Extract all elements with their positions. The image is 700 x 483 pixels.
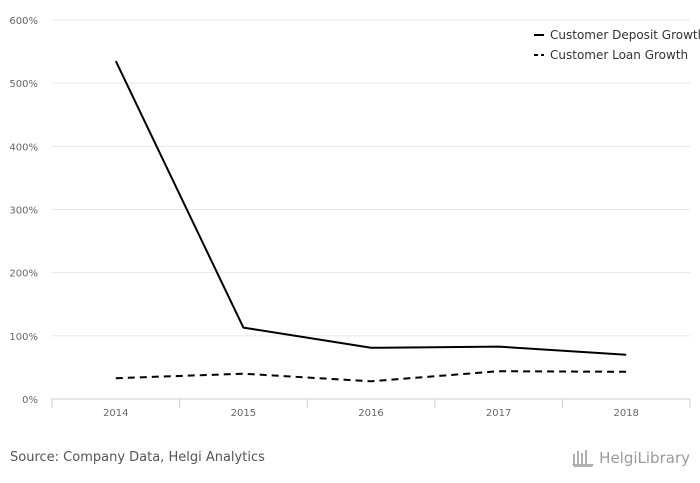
- y-axis: 0% 100% 200% 300% 400% 500% 600%: [9, 16, 38, 406]
- y-tick-label: 400%: [9, 142, 38, 153]
- x-tick-label: 2015: [231, 408, 256, 419]
- helgi-library-icon: [572, 450, 595, 467]
- data-point: [496, 369, 501, 374]
- series-line-1: [114, 60, 627, 356]
- y-tick-label: 600%: [9, 16, 38, 27]
- x-tick-label: 2014: [103, 408, 128, 419]
- y-tick-label: 0%: [22, 395, 38, 406]
- y-tick-label: 200%: [9, 269, 38, 280]
- series-lines: [113, 59, 629, 384]
- x-axis: 2014 2015 2016 2017 2018: [51, 398, 691, 419]
- series-line-2: [115, 370, 627, 383]
- data-point: [496, 344, 501, 349]
- data-point: [624, 369, 629, 374]
- x-tick-label: 2016: [358, 408, 383, 419]
- data-point: [113, 376, 118, 381]
- legend-label: Customer Loan Growth: [550, 48, 688, 62]
- helgi-library-logo[interactable]: HelgiLibrary: [571, 448, 690, 468]
- data-point: [241, 325, 246, 330]
- y-tick-label: 100%: [9, 332, 38, 343]
- data-point: [113, 59, 118, 64]
- legend: Customer Deposit Growth Customer Loan Gro…: [534, 28, 700, 62]
- data-point: [624, 352, 629, 357]
- grid-lines: [52, 19, 690, 337]
- data-point: [241, 371, 246, 376]
- y-tick-label: 500%: [9, 79, 38, 90]
- x-tick-label: 2017: [486, 408, 511, 419]
- legend-label: Customer Deposit Growth: [550, 28, 700, 42]
- y-tick-label: 300%: [9, 206, 38, 217]
- source-text: Source: Company Data, Helgi Analytics: [10, 450, 265, 465]
- line-chart: 0%100%200%300%400%500%600% 2014 2015 2016 2…: [9, 16, 700, 419]
- logo-text: HelgiLibrary: [599, 449, 690, 467]
- x-tick-label: 2018: [613, 408, 638, 419]
- data-point: [369, 379, 374, 384]
- data-point: [369, 345, 374, 350]
